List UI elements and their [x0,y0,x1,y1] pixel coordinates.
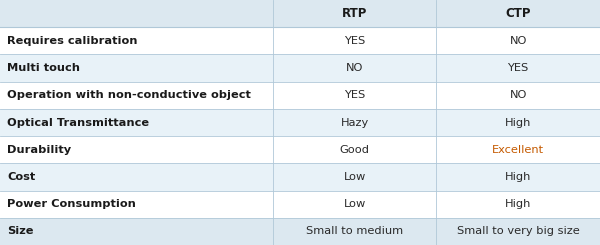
Text: Multi touch: Multi touch [7,63,80,73]
Text: Small to very big size: Small to very big size [457,226,580,236]
Bar [436,54,600,82]
Text: Low: Low [343,199,366,209]
Text: Size: Size [7,226,34,236]
Bar [0,218,273,245]
Text: High: High [505,172,531,182]
Text: RTP: RTP [342,7,367,20]
Bar [273,109,436,136]
Bar [0,163,273,191]
Text: YES: YES [344,90,365,100]
Bar [436,191,600,218]
Bar [0,54,273,82]
Text: Cost: Cost [7,172,35,182]
Bar [0,0,273,27]
Bar [436,218,600,245]
Text: Low: Low [343,172,366,182]
Text: High: High [505,118,531,127]
Bar [436,82,600,109]
Text: Requires calibration: Requires calibration [7,36,138,46]
Text: Small to medium: Small to medium [306,226,403,236]
Bar [273,191,436,218]
Bar [436,163,600,191]
Bar [0,109,273,136]
Text: Durability: Durability [7,145,71,155]
Bar [273,27,436,54]
Bar [436,27,600,54]
Bar [436,0,600,27]
Text: YES: YES [508,63,529,73]
Text: NO: NO [509,36,527,46]
Text: Good: Good [340,145,370,155]
Bar [273,0,436,27]
Text: Excellent: Excellent [492,145,544,155]
Bar [436,109,600,136]
Bar [273,54,436,82]
Text: High: High [505,199,531,209]
Text: NO: NO [346,63,363,73]
Bar [273,136,436,163]
Bar [0,191,273,218]
Text: NO: NO [509,90,527,100]
Bar [0,27,273,54]
Text: Power Consumption: Power Consumption [7,199,136,209]
Bar [273,82,436,109]
Text: Hazy: Hazy [340,118,369,127]
Bar [0,136,273,163]
Bar [0,82,273,109]
Bar [273,163,436,191]
Text: Operation with non-conductive object: Operation with non-conductive object [7,90,251,100]
Text: CTP: CTP [505,7,531,20]
Text: YES: YES [344,36,365,46]
Bar [436,136,600,163]
Bar [273,218,436,245]
Text: Optical Transmittance: Optical Transmittance [7,118,149,127]
